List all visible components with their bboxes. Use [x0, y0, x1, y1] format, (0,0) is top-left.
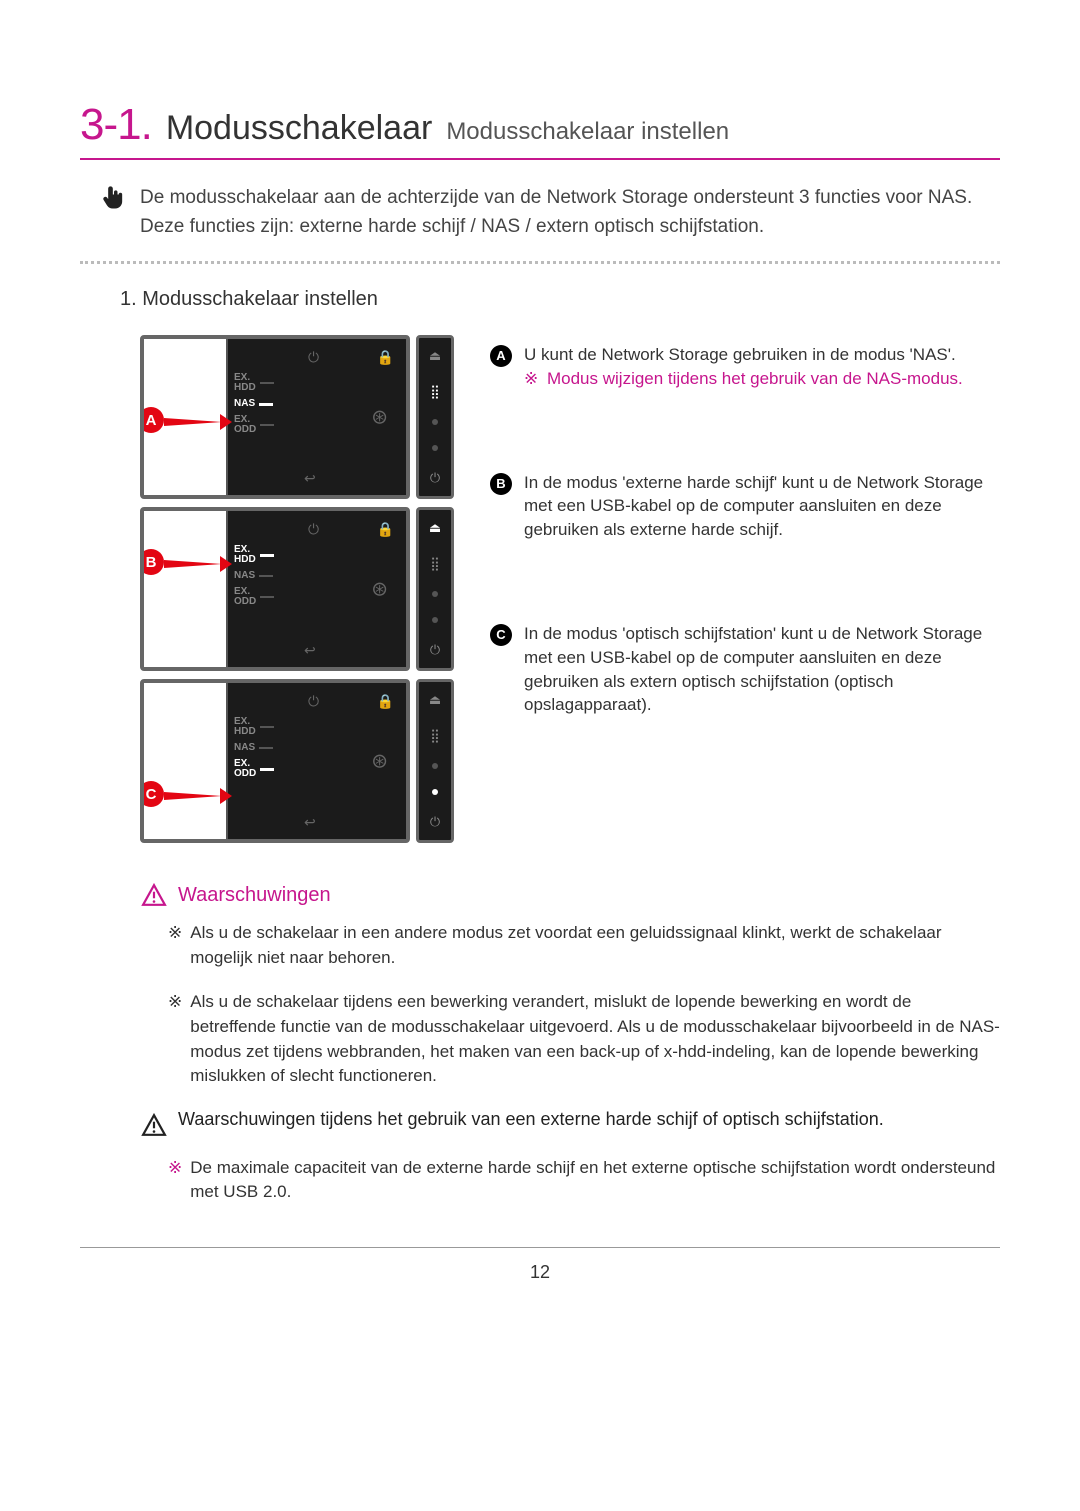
warning-icon: [140, 1113, 168, 1137]
hand-point-icon: [100, 184, 128, 241]
badge-b: B: [490, 473, 512, 495]
diagram-a: ⏻ 🔒 ⊛ ↩ EX. HDD NAS EX. ODD A ⏏ ⣿: [140, 335, 454, 499]
section-number: 3-1.: [80, 100, 152, 150]
footer-divider: [80, 1247, 1000, 1248]
description-column: A U kunt de Network Storage gebruiken in…: [490, 335, 1000, 843]
lock-icon: 🔒: [377, 349, 394, 366]
step-body: ⏻ 🔒 ⊛ ↩ EX. HDD NAS EX. ODD A ⏏ ⣿: [140, 335, 1000, 843]
diagram-b: ⏻ 🔒 ⊛ ↩ EX. HDD NAS EX. ODD B ⏏ ⣿: [140, 507, 454, 671]
diagram-c: ⏻ 🔒 ⊛ ↩ EX. HDD NAS EX. ODD C ⏏ ⣿: [140, 679, 454, 843]
section-header: 3-1. Modusschakelaar Modusschakelaar ins…: [80, 100, 1000, 160]
switch-labels: EX. HDD NAS EX. ODD: [234, 545, 274, 607]
warnings-list-1: ※ Als u de schakelaar in een andere modu…: [168, 921, 1000, 1089]
power-icon: ⏻: [308, 521, 319, 538]
description-a-text: U kunt de Network Storage gebruiken in d…: [524, 345, 956, 364]
nas-icon: ⣿: [430, 728, 440, 744]
power-icon: ⏻: [308, 349, 319, 366]
arrow-c: [164, 792, 222, 800]
description-b: B In de modus 'externe harde schijf' kun…: [490, 471, 1000, 542]
warnings-heading-1: Waarschuwingen: [140, 883, 1000, 907]
description-a-note: Modus wijzigen tijdens het gebruik van d…: [547, 369, 963, 388]
device-side-panel: ⏏ ⣿ ⏻: [416, 679, 454, 843]
device-side-panel: ⏏ ⣿ ⏻: [416, 507, 454, 671]
fan-icon: ⊛: [371, 405, 388, 430]
marker-c: C: [140, 781, 164, 807]
section-title-sub: Modusschakelaar instellen: [446, 118, 729, 146]
description-a: A U kunt de Network Storage gebruiken in…: [490, 343, 1000, 391]
fan-icon: ⊛: [371, 577, 388, 602]
marker-b: B: [140, 549, 164, 575]
nas-icon: ⣿: [430, 556, 440, 572]
note-mark: ※: [524, 369, 538, 388]
power-side-icon: ⏻: [430, 642, 440, 658]
fan-icon: ⊛: [371, 749, 388, 774]
lock-icon: 🔒: [377, 693, 394, 710]
hdd-icon: ⏏: [429, 348, 441, 364]
switch-labels: EX. HDD NAS EX. ODD: [234, 717, 274, 779]
warning-item: ※ De maximale capaciteit van de externe …: [168, 1156, 1000, 1205]
device-back-panel: ⏻ 🔒 ⊛ ↩ EX. HDD NAS EX. ODD B: [140, 507, 410, 671]
page-number: 12: [80, 1262, 1000, 1283]
return-icon: ↩: [304, 642, 316, 659]
step-title: 1. Modusschakelaar instellen: [120, 288, 1000, 311]
arrow-a: [164, 418, 222, 426]
hdd-icon: ⏏: [429, 692, 441, 708]
arrow-b: [164, 560, 222, 568]
intro-text: De modusschakelaar aan de achterzijde va…: [140, 184, 1000, 241]
badge-c: C: [490, 624, 512, 646]
warning-item: ※ Als u de schakelaar tijdens een bewerk…: [168, 990, 1000, 1089]
device-side-panel: ⏏ ⣿ ⏻: [416, 335, 454, 499]
switch-labels: EX. HDD NAS EX. ODD: [234, 373, 274, 435]
section-title-main: Modusschakelaar: [166, 109, 432, 148]
power-icon: ⏻: [308, 693, 319, 710]
diagram-column: ⏻ 🔒 ⊛ ↩ EX. HDD NAS EX. ODD A ⏏ ⣿: [140, 335, 454, 843]
warning-icon: [140, 883, 168, 907]
nas-icon: ⣿: [430, 384, 440, 400]
return-icon: ↩: [304, 470, 316, 487]
power-side-icon: ⏻: [430, 814, 440, 830]
description-c: C In de modus 'optisch schijfstation' ku…: [490, 622, 1000, 717]
return-icon: ↩: [304, 814, 316, 831]
device-back-panel: ⏻ 🔒 ⊛ ↩ EX. HDD NAS EX. ODD A: [140, 335, 410, 499]
lock-icon: 🔒: [377, 521, 394, 538]
hdd-icon: ⏏: [429, 520, 441, 536]
description-c-text: In de modus 'optisch schijfstation' kunt…: [524, 622, 1000, 717]
divider-dotted: [80, 261, 1000, 264]
intro-block: De modusschakelaar aan de achterzijde va…: [100, 184, 1000, 241]
badge-a: A: [490, 345, 512, 367]
warnings-heading-2: Waarschuwingen tijdens het gebruik van e…: [140, 1109, 1000, 1142]
description-b-text: In de modus 'externe harde schijf' kunt …: [524, 471, 1000, 542]
warnings-block: Waarschuwingen ※ Als u de schakelaar in …: [140, 883, 1000, 1205]
marker-a: A: [140, 407, 164, 433]
power-side-icon: ⏻: [430, 470, 440, 486]
device-back-panel: ⏻ 🔒 ⊛ ↩ EX. HDD NAS EX. ODD C: [140, 679, 410, 843]
warning-item: ※ Als u de schakelaar in een andere modu…: [168, 921, 1000, 970]
warnings-list-2: ※ De maximale capaciteit van de externe …: [168, 1156, 1000, 1205]
